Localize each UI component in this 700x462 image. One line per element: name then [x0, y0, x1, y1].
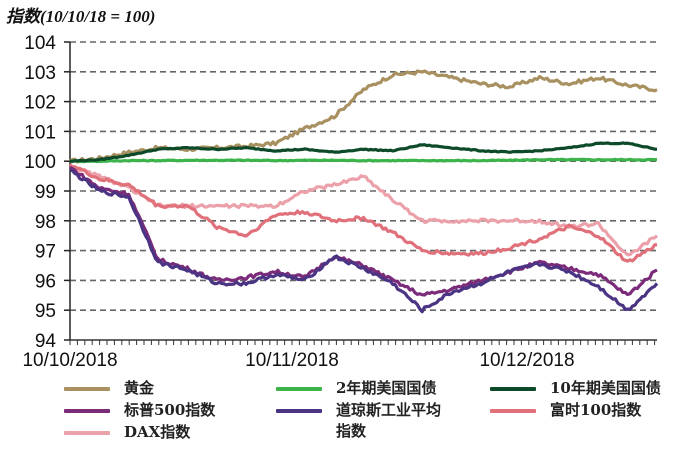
legend-swatch — [490, 387, 536, 391]
legend-swatch — [64, 409, 110, 413]
x-tick-label: 10/11/2018 — [245, 350, 339, 371]
legend-item-us10y: 10年期美国国债 — [490, 378, 661, 399]
y-tick-label: 99 — [35, 182, 56, 203]
legend-label: 2年期美国国债 — [336, 379, 437, 397]
series-line — [69, 168, 659, 314]
x-axis-ticks: 10/10/2018 10/11/2018 10/12/2018 — [22, 340, 656, 371]
x-tick-label: 10/10/2018 — [22, 350, 117, 371]
legend-item-gold: 黄金 — [64, 378, 154, 399]
legend-swatch — [64, 387, 110, 391]
series-line — [69, 165, 658, 297]
y-tick-label: 102 — [24, 93, 56, 114]
chart-title: 指数(10/10/18 = 100) — [6, 7, 156, 26]
y-tick-label: 103 — [24, 63, 56, 84]
y-axis-ticks: 104 103 102 101 100 99 98 97 96 95 94 — [24, 33, 70, 352]
legend-item-us2y: 2年期美国国债 — [276, 378, 436, 399]
legend-label: 富时100指数 — [550, 401, 642, 419]
y-tick-label: 94 — [35, 331, 57, 352]
legend-label: 10年期美国国债 — [550, 379, 661, 397]
y-tick-label: 95 — [35, 301, 56, 322]
series-line — [69, 165, 659, 257]
series-line — [68, 163, 658, 263]
legend-label: 道琼斯工业平均 指数 — [336, 401, 442, 440]
legend-swatch — [64, 431, 110, 435]
legend-swatch — [490, 409, 536, 413]
legend-swatch — [276, 387, 322, 391]
series-line — [69, 157, 658, 164]
legend-item-dax: DAX指数 — [64, 422, 190, 443]
legend-item-sp500: 标普500指数 — [64, 400, 215, 421]
legend-swatch — [276, 409, 322, 413]
series-line — [70, 141, 658, 163]
y-tick-label: 100 — [24, 152, 56, 173]
legend-item-dow: 道琼斯工业平均 指数 — [276, 400, 441, 442]
y-tick-label: 98 — [35, 212, 56, 233]
series-lines — [68, 69, 659, 314]
legend-item-ftse100: 富时100指数 — [490, 400, 641, 421]
legend: 黄金 2年期美国国债 10年期美国国债 标普500指数 道琼斯工业平均 指数 富… — [0, 378, 700, 462]
y-tick-label: 104 — [24, 33, 56, 54]
legend-label: 标普500指数 — [124, 401, 216, 419]
x-tick-label: 10/12/2018 — [479, 350, 574, 371]
legend-label: DAX指数 — [124, 423, 191, 441]
y-tick-label: 101 — [24, 122, 56, 143]
legend-label: 黄金 — [124, 379, 155, 397]
y-tick-label: 96 — [35, 271, 56, 292]
y-tick-label: 97 — [35, 242, 56, 263]
